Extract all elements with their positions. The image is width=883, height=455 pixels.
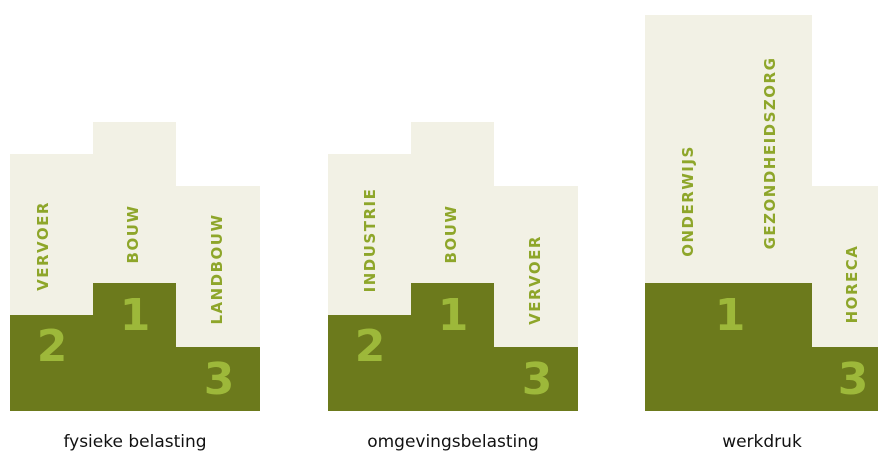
first-place-label: BOUW xyxy=(442,204,460,264)
podium-caption: fysieke belasting xyxy=(63,432,207,452)
third-place-column xyxy=(812,186,878,347)
second-place-rank: 2 xyxy=(354,321,386,372)
third-place-rank: 3 xyxy=(521,354,553,405)
first-place-label-onderwijs: ONDERWIJS xyxy=(679,145,697,257)
first-place-column xyxy=(411,122,494,283)
first-place-step xyxy=(93,283,176,411)
first-place-rank: 1 xyxy=(714,290,746,341)
third-place-column xyxy=(176,186,260,347)
first-place-rank: 1 xyxy=(437,290,469,341)
first-place-rank: 1 xyxy=(119,290,151,341)
third-place-label: HORECA xyxy=(843,244,861,324)
second-place-column xyxy=(10,154,93,315)
first-place-column xyxy=(93,122,176,283)
second-place-column xyxy=(328,154,411,315)
third-place-column xyxy=(494,186,578,347)
third-place-step xyxy=(176,347,260,411)
second-place-label: INDUSTRIE xyxy=(361,187,379,293)
third-place-rank: 3 xyxy=(837,354,869,405)
third-place-label: VERVOER xyxy=(526,235,544,325)
second-place-step xyxy=(10,315,93,411)
third-place-label: LANDBOUW xyxy=(208,213,226,325)
first-place-column xyxy=(645,15,812,283)
first-place-step xyxy=(411,283,494,411)
first-place-step xyxy=(645,283,812,411)
first-place-label-gezondheidszorg: GEZONDHEIDSZORG xyxy=(761,56,779,250)
first-place-label: BOUW xyxy=(124,204,142,264)
second-place-label: VERVOER xyxy=(34,201,52,291)
second-place-step xyxy=(328,315,411,411)
second-place-rank: 2 xyxy=(36,321,68,372)
podium-caption: werkdruk xyxy=(722,432,802,452)
third-place-rank: 3 xyxy=(203,354,235,405)
third-place-step xyxy=(812,347,878,411)
third-place-step xyxy=(494,347,578,411)
podium-caption: omgevingsbelasting xyxy=(367,432,539,452)
